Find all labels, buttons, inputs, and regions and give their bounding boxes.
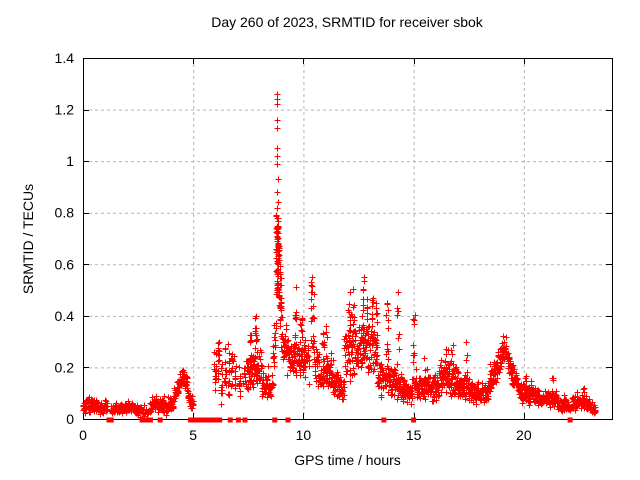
data-gap-square-marker bbox=[147, 417, 153, 423]
plot-border bbox=[83, 58, 613, 420]
y-tick-label: 0 bbox=[66, 411, 74, 427]
data-gap-square-marker bbox=[217, 417, 223, 423]
x-tick-label: 20 bbox=[516, 427, 532, 443]
data-gap-square-marker bbox=[108, 417, 114, 423]
data-gap-square-marker bbox=[235, 417, 241, 423]
y-tick-label: 0.2 bbox=[55, 359, 75, 375]
chart-title: Day 260 of 2023, SRMTID for receiver sbo… bbox=[211, 14, 483, 30]
y-tick-label: 0.4 bbox=[55, 308, 75, 324]
data-gap-square-marker bbox=[157, 417, 163, 423]
x-axis-label: GPS time / hours bbox=[294, 452, 401, 468]
y-tick-label: 1.4 bbox=[55, 50, 75, 66]
data-gap-square-marker bbox=[381, 417, 387, 423]
x-tick-label: 15 bbox=[406, 427, 422, 443]
y-tick-label: 1.2 bbox=[55, 102, 75, 118]
data-gap-square-marker bbox=[214, 417, 220, 423]
x-tick-label: 10 bbox=[296, 427, 312, 443]
x-tick-label: 5 bbox=[189, 427, 197, 443]
x-tick-label: 0 bbox=[79, 427, 87, 443]
data-gap-square-marker bbox=[285, 417, 291, 423]
data-gap-square-marker bbox=[227, 417, 233, 423]
y-tick-label: 0.8 bbox=[55, 205, 75, 221]
y-tick-label: 0.6 bbox=[55, 256, 75, 272]
data-gap-square-marker bbox=[567, 417, 573, 423]
data-gap-square-marker bbox=[272, 417, 278, 423]
y-tick-label: 1 bbox=[66, 153, 74, 169]
data-gap-square-marker bbox=[411, 417, 417, 423]
data-points-plus-markers bbox=[80, 91, 599, 421]
data-gap-square-marker bbox=[242, 417, 248, 423]
